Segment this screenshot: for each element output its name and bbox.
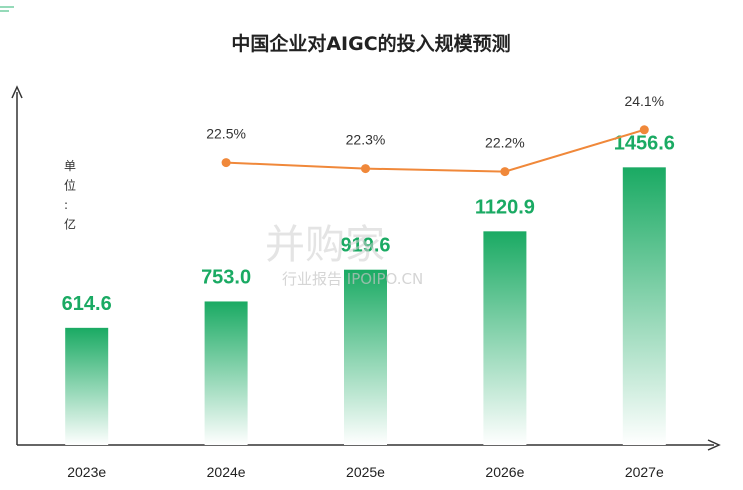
growth-point [500, 167, 510, 177]
x-tick-label: 2023e [67, 464, 106, 480]
bar-value-label: 753.0 [201, 266, 251, 288]
bar [204, 301, 248, 445]
growth-point [639, 125, 649, 135]
bar-value-label: 919.6 [340, 235, 390, 257]
growth-label: 22.5% [206, 126, 246, 142]
growth-point [361, 164, 370, 174]
unit-label: 单位:亿 [64, 159, 76, 232]
bar-value-label: 1120.9 [475, 196, 535, 218]
bar [483, 231, 527, 445]
chart-title: 中国企业对AIGC的投入规模预测 [231, 32, 510, 55]
bar-value-label: 614.6 [62, 293, 112, 315]
x-tick-labels: 2023e 2024e 2025e 2026e 2027e [67, 464, 664, 480]
growth-label: 22.3% [346, 132, 386, 148]
x-tick-label: 2025e [346, 464, 385, 480]
x-tick-label: 2026e [485, 464, 524, 480]
growth-line-path [226, 128, 645, 173]
growth-point [221, 158, 231, 168]
x-tick-label: 2024e [207, 464, 246, 480]
watermark: 并购家 行业报告 IPOIPO.CN [265, 222, 423, 288]
growth-line: 22.5% 22.3% 22.2% 24.1% [206, 93, 664, 177]
growth-label: 24.1% [624, 93, 664, 109]
bar [65, 327, 109, 445]
bar-value-label: 1456.6 [614, 132, 675, 154]
bar [622, 167, 666, 445]
bars: 614.6 753.0 919.6 1120.9 1456.6 [62, 132, 675, 445]
watermark-sub: 行业报告 IPOIPO.CN [282, 270, 423, 288]
growth-label: 22.2% [485, 135, 525, 151]
unit-label-text: 单位:亿 [64, 159, 76, 232]
watermark-main: 并购家 [265, 222, 385, 268]
bar [344, 269, 387, 445]
x-tick-label: 2027e [625, 464, 664, 480]
y-axis-arrow [11, 85, 23, 99]
x-axis-arrow [707, 439, 721, 451]
